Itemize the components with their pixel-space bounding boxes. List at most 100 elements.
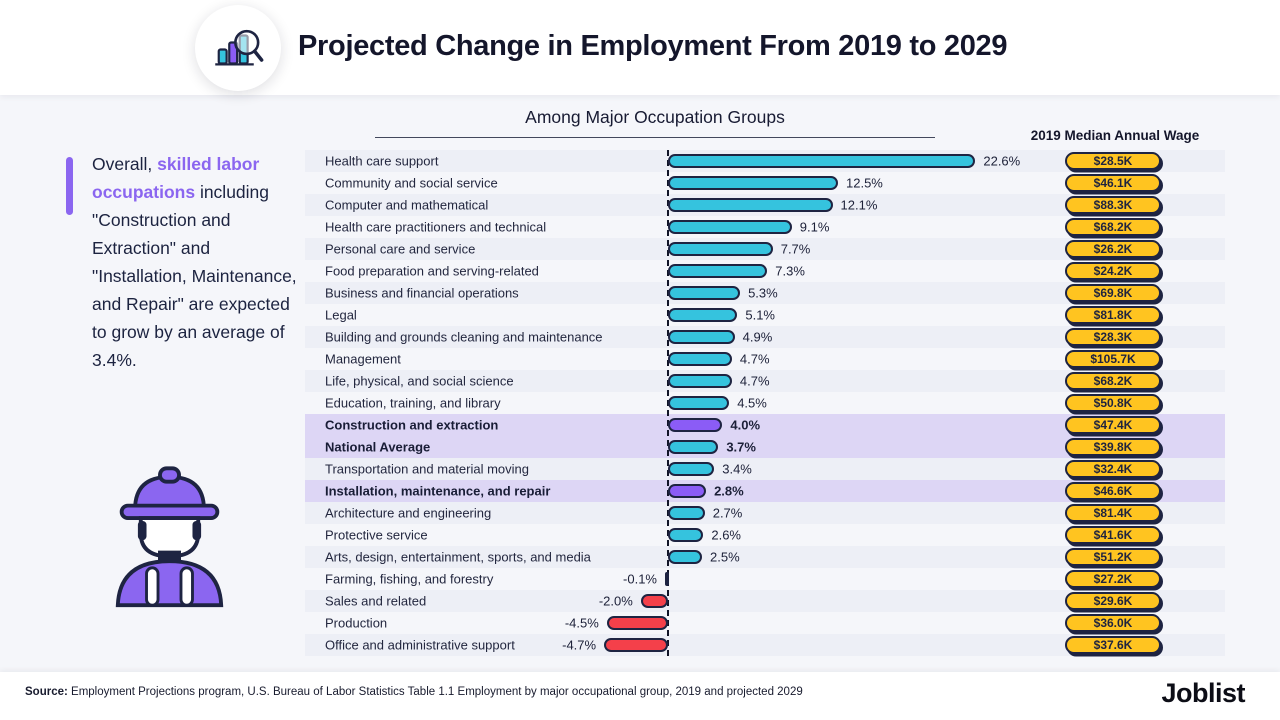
wage-column-header: 2019 Median Annual Wage [1030, 128, 1200, 143]
bar [668, 198, 833, 212]
row-label: Personal care and service [325, 241, 476, 257]
chart-row: Personal care and service 7.7% $26.2K [305, 238, 1225, 260]
callout-accent-bar [66, 157, 73, 215]
wage-pill: $46.6K [1065, 482, 1161, 500]
row-value: 2.6% [711, 527, 741, 543]
row-label: Architecture and engineering [325, 505, 492, 521]
row-label: Protective service [325, 527, 428, 543]
chart-row: Office and administrative support -4.7% $3… [305, 634, 1225, 656]
bar [640, 594, 668, 608]
bar [606, 616, 668, 630]
row-value: 5.3% [748, 285, 778, 301]
row-value: 3.7% [726, 439, 756, 455]
chart-row: Community and social service 12.5% $46.1K [305, 172, 1225, 194]
wage-pill: $88.3K [1065, 196, 1161, 214]
wage-pill: $46.1K [1065, 174, 1161, 192]
row-label: Building and grounds cleaning and mainte… [325, 329, 603, 345]
row-value: 22.6% [983, 153, 1021, 169]
row-label: Farming, fishing, and forestry [325, 571, 494, 587]
bar [668, 154, 976, 168]
bar [604, 638, 668, 652]
chart-row: Farming, fishing, and forestry -0.1% $27.2… [305, 568, 1225, 590]
row-label: Installation, maintenance, and repair [325, 483, 551, 499]
row-value: 3.4% [722, 461, 752, 477]
page-title: Projected Change in Employment From 2019… [298, 30, 1008, 62]
chart-rows: Health care support 22.6% $28.5K Community … [305, 150, 1225, 656]
chart-row: Legal 5.1% $81.8K [305, 304, 1225, 326]
chart-row: Installation, maintenance, and repair 2.8… [305, 480, 1225, 502]
row-value: -4.7% [562, 637, 597, 653]
bar [668, 286, 741, 300]
bar-chart-magnifier-icon [210, 18, 266, 79]
row-value: 12.5% [846, 175, 883, 191]
chart-row: Protective service 2.6% $41.6K [305, 524, 1225, 546]
bar [668, 242, 773, 256]
chart-row: Health care practitioners and technical 9… [305, 216, 1225, 238]
row-value: 4.0% [730, 417, 761, 433]
bar [668, 220, 792, 234]
row-value: 4.7% [739, 351, 770, 367]
chart-row: Production -4.5% $36.0K [305, 612, 1225, 634]
bar [668, 176, 838, 190]
construction-worker-illustration [92, 452, 247, 615]
wage-pill: $39.8K [1065, 438, 1161, 456]
row-value: 7.7% [780, 241, 811, 257]
wage-pill: $50.8K [1065, 394, 1161, 412]
row-value: 2.8% [714, 483, 744, 499]
source-note: Source: Employment Projections program, … [25, 686, 803, 698]
bar [668, 308, 738, 322]
bar [668, 484, 707, 498]
row-label: Legal [325, 307, 357, 323]
row-value: 4.9% [742, 329, 773, 345]
bar [668, 264, 768, 278]
bar [668, 396, 730, 410]
wage-pill: $32.4K [1065, 460, 1161, 478]
wage-pill: $37.6K [1065, 636, 1161, 654]
row-label: Health care practitioners and technical [325, 219, 547, 235]
row-value: 12.1% [840, 197, 878, 213]
row-label: Production [325, 615, 388, 631]
header: Projected Change in Employment From 2019… [0, 0, 1280, 95]
row-value: 4.5% [737, 395, 767, 411]
row-value: 2.7% [712, 505, 743, 521]
wage-pill: $47.4K [1065, 416, 1161, 434]
footer: Source: Employment Projections program, … [0, 672, 1280, 720]
wage-pill: $28.5K [1065, 152, 1161, 170]
wage-pill: $81.8K [1065, 306, 1161, 324]
wage-pill: $105.7K [1065, 350, 1161, 368]
wage-pill: $36.0K [1065, 614, 1161, 632]
bar [665, 572, 669, 586]
bar [668, 352, 732, 366]
chart-row: Life, physical, and social science 4.7% $6… [305, 370, 1225, 392]
row-value: -0.1% [623, 571, 657, 587]
callout-text: Overall, skilled labor occupations inclu… [92, 150, 304, 374]
chart-row: Education, training, and library 4.5% $50.… [305, 392, 1225, 414]
chart-subtitle-wrap: Among Major Occupation Groups [375, 107, 935, 138]
chart-row: Arts, design, entertainment, sports, and… [305, 546, 1225, 568]
callout-pre: Overall, [92, 154, 158, 174]
chart-row: Sales and related -2.0% $29.6K [305, 590, 1225, 612]
row-label: Community and social service [325, 175, 498, 191]
row-value: 7.3% [775, 263, 805, 279]
chart-subtitle: Among Major Occupation Groups [525, 107, 785, 127]
wage-pill: $26.2K [1065, 240, 1161, 258]
joblist-logo: Joblist [1161, 678, 1245, 708]
wage-pill: $41.6K [1065, 526, 1161, 544]
wage-pill: $68.2K [1065, 372, 1161, 390]
bar [668, 418, 723, 432]
chart-row: Management 4.7% $105.7K [305, 348, 1225, 370]
source-label: Source: [25, 686, 68, 698]
row-label: Health care support [325, 153, 439, 169]
bar [668, 330, 735, 344]
chart-row: Food preparation and serving-related 7.3%… [305, 260, 1225, 282]
row-label: Transportation and material moving [325, 461, 530, 477]
chart-row: Architecture and engineering 2.7% $81.4K [305, 502, 1225, 524]
row-label: Sales and related [325, 593, 427, 609]
chart-row: National Average 3.7% $39.8K [305, 436, 1225, 458]
row-label: Office and administrative support [325, 637, 515, 653]
callout-highlight: skilled labor occupations [92, 154, 260, 202]
wage-pill: $51.2K [1065, 548, 1161, 566]
chart-row: Building and grounds cleaning and mainte… [305, 326, 1225, 348]
chart-row: Transportation and material moving 3.4% $3… [305, 458, 1225, 480]
